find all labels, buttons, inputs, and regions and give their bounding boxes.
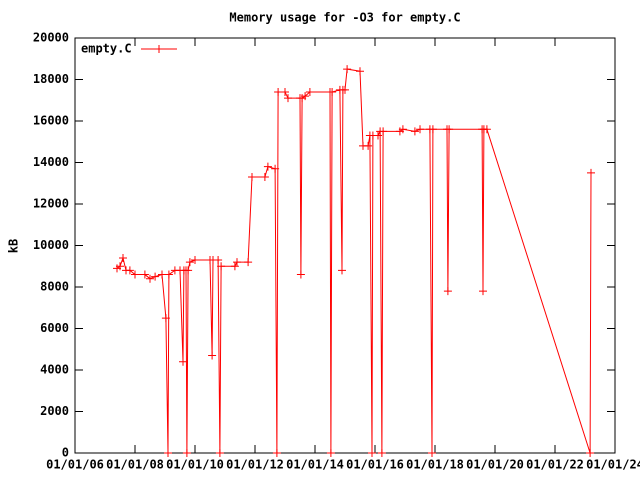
point-marker bbox=[364, 141, 373, 150]
point-marker bbox=[586, 449, 595, 457]
point-marker bbox=[398, 125, 407, 134]
y-tick-label: 4000 bbox=[40, 363, 69, 377]
point-marker bbox=[260, 173, 269, 182]
point-marker bbox=[179, 357, 187, 366]
point-marker bbox=[272, 449, 281, 457]
y-tick-label: 12000 bbox=[33, 197, 69, 211]
point-marker bbox=[281, 87, 289, 96]
y-tick-label: 0 bbox=[62, 446, 69, 460]
point-marker bbox=[119, 253, 127, 262]
point-marker bbox=[217, 262, 226, 271]
point-marker bbox=[305, 87, 314, 96]
point-marker bbox=[146, 274, 154, 283]
point-marker bbox=[428, 449, 436, 457]
point-marker bbox=[445, 125, 454, 134]
point-marker bbox=[356, 67, 364, 76]
x-tick-label: 01/01/20 bbox=[466, 458, 524, 472]
point-marker bbox=[215, 449, 224, 457]
point-marker bbox=[140, 270, 149, 279]
point-marker bbox=[151, 272, 160, 281]
y-tick-label: 8000 bbox=[40, 280, 69, 294]
y-tick-label: 16000 bbox=[33, 114, 69, 128]
point-marker bbox=[284, 94, 292, 103]
y-tick-label: 20000 bbox=[33, 31, 69, 45]
point-marker bbox=[161, 314, 170, 323]
point-marker bbox=[125, 266, 134, 275]
y-tick-label: 10000 bbox=[33, 238, 69, 252]
chart-title: Memory usage for -O3 for empty.C bbox=[229, 11, 460, 25]
point-marker bbox=[343, 65, 352, 74]
x-tick-label: 01/01/16 bbox=[346, 458, 404, 472]
point-marker bbox=[377, 449, 386, 457]
x-tick-label: 01/01/10 bbox=[166, 458, 224, 472]
point-marker bbox=[271, 164, 280, 173]
point-marker bbox=[263, 162, 272, 171]
point-marker bbox=[379, 127, 388, 136]
point-marker bbox=[341, 85, 349, 94]
point-marker bbox=[185, 258, 194, 267]
point-marker bbox=[274, 87, 283, 96]
x-tick-label: 01/01/18 bbox=[406, 458, 464, 472]
x-tick-label: 01/01/06 bbox=[46, 458, 104, 472]
y-tick-label: 2000 bbox=[40, 404, 69, 418]
point-marker bbox=[116, 262, 124, 271]
y-axis-label: kB bbox=[7, 239, 21, 253]
y-tick-label: 6000 bbox=[40, 321, 69, 335]
point-marker bbox=[244, 258, 253, 267]
point-marker bbox=[443, 287, 452, 296]
point-marker bbox=[182, 449, 191, 457]
point-marker bbox=[296, 270, 305, 279]
point-marker bbox=[131, 270, 139, 279]
legend-marker bbox=[155, 45, 163, 53]
point-marker bbox=[191, 256, 199, 265]
point-marker bbox=[208, 351, 217, 360]
point-marker bbox=[326, 449, 335, 457]
point-marker bbox=[233, 258, 241, 267]
legend-label: empty.C bbox=[81, 42, 132, 56]
x-tick-label: 01/01/14 bbox=[286, 458, 344, 472]
point-marker bbox=[479, 287, 487, 296]
point-marker bbox=[158, 270, 166, 279]
y-tick-label: 18000 bbox=[33, 72, 69, 86]
point-marker bbox=[428, 125, 437, 134]
point-marker bbox=[164, 449, 172, 457]
point-marker bbox=[338, 266, 346, 275]
point-marker bbox=[301, 92, 310, 101]
point-marker bbox=[410, 127, 419, 136]
point-marker bbox=[214, 256, 223, 265]
point-marker bbox=[482, 125, 491, 134]
point-marker bbox=[164, 270, 173, 279]
point-marker bbox=[416, 125, 424, 134]
y-tick-label: 14000 bbox=[33, 155, 69, 169]
x-tick-label: 01/01/24 bbox=[586, 458, 640, 472]
x-tick-label: 01/01/22 bbox=[526, 458, 584, 472]
point-marker bbox=[184, 266, 193, 275]
point-marker bbox=[374, 131, 382, 140]
point-marker bbox=[328, 87, 337, 96]
point-marker bbox=[368, 449, 376, 457]
x-tick-label: 01/01/08 bbox=[106, 458, 164, 472]
point-marker bbox=[587, 168, 595, 177]
point-marker bbox=[248, 173, 256, 182]
point-marker bbox=[230, 262, 239, 271]
x-tick-label: 01/01/12 bbox=[226, 458, 284, 472]
